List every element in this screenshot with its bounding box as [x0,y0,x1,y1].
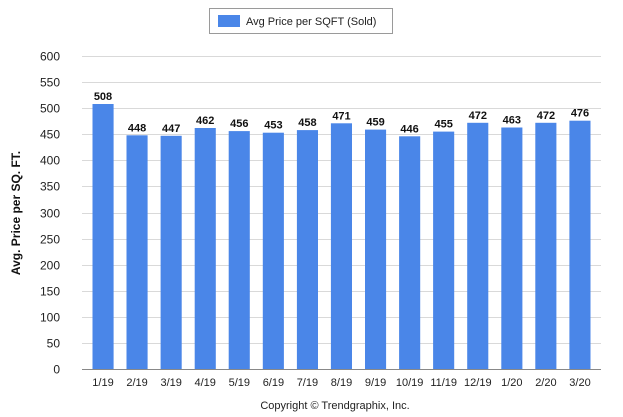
data-label: 453 [264,120,282,132]
data-label: 455 [435,119,453,131]
legend: Avg Price per SQFT (Sold) [209,8,393,34]
y-tick-label: 400 [40,154,60,168]
y-tick-label: 350 [40,180,60,194]
x-tick-label: 11/19 [430,377,457,389]
y-tick-label: 150 [40,285,60,299]
copyright-footer: Copyright © Trendgraphix, Inc. [260,400,409,412]
y-axis-ticks: 0 50 100 150 200 250 300 350 400 450 500 550 600 [40,50,60,377]
data-label: 472 [537,110,555,122]
bar [330,123,352,369]
bars [92,104,591,369]
y-tick-label: 450 [40,128,60,142]
data-label: 458 [298,117,316,129]
y-tick-label: 0 [53,363,60,377]
y-tick-label: 500 [40,102,60,116]
data-label: 463 [503,115,521,127]
x-tick-label: 4/19 [194,377,215,389]
bar [92,104,114,369]
x-tick-label: 3/20 [569,377,590,389]
x-tick-label: 2/19 [126,377,147,389]
x-tick-label: 3/19 [160,377,181,389]
x-axis-ticks: 1/19 2/19 3/19 4/19 5/19 6/19 7/19 8/19 9/19 10/1… [92,377,590,389]
y-tick-label: 600 [40,50,60,64]
bar [399,136,421,369]
data-label: 462 [196,115,214,127]
bar [160,135,182,369]
x-tick-label: 1/19 [92,377,113,389]
bar [296,130,318,369]
bar [501,127,523,369]
x-tick-label: 6/19 [263,377,284,389]
x-tick-label: 10/19 [396,377,424,389]
bar [194,128,216,369]
x-tick-label: 8/19 [331,377,352,389]
data-label: 447 [162,123,180,135]
bar [535,122,557,369]
data-label: 446 [400,123,418,135]
y-tick-label: 250 [40,233,60,247]
x-tick-label: 5/19 [229,377,250,389]
bar [126,135,148,369]
x-tick-label: 7/19 [297,377,318,389]
data-label: 472 [469,110,487,122]
y-tick-label: 300 [40,207,60,221]
data-label: 459 [366,117,384,129]
legend-swatch [218,15,240,27]
data-label: 471 [332,110,350,122]
data-label: 476 [571,108,589,120]
bar [262,132,284,369]
y-tick-label: 550 [40,76,60,90]
y-tick-label: 200 [40,259,60,273]
data-label: 456 [230,118,248,130]
x-tick-label: 9/19 [365,377,386,389]
data-labels: 508 448 447 462 456 453 458 471 459 446 455 472 463 4… [94,91,589,135]
x-tick-label: 2/20 [535,377,556,389]
x-tick-label: 12/19 [464,377,492,389]
y-tick-label: 100 [40,311,60,325]
bar [569,120,591,369]
bar [467,122,489,369]
x-tick-label: 1/20 [501,377,522,389]
bar [365,129,387,369]
bar [228,131,250,369]
legend-label: Avg Price per SQFT (Sold) [246,16,376,28]
bar [433,131,455,369]
y-tick-label: 50 [47,337,61,351]
data-label: 448 [128,122,146,134]
data-label: 508 [94,91,112,103]
y-axis-label: Avg. Price per SQ. FT. [9,151,23,275]
